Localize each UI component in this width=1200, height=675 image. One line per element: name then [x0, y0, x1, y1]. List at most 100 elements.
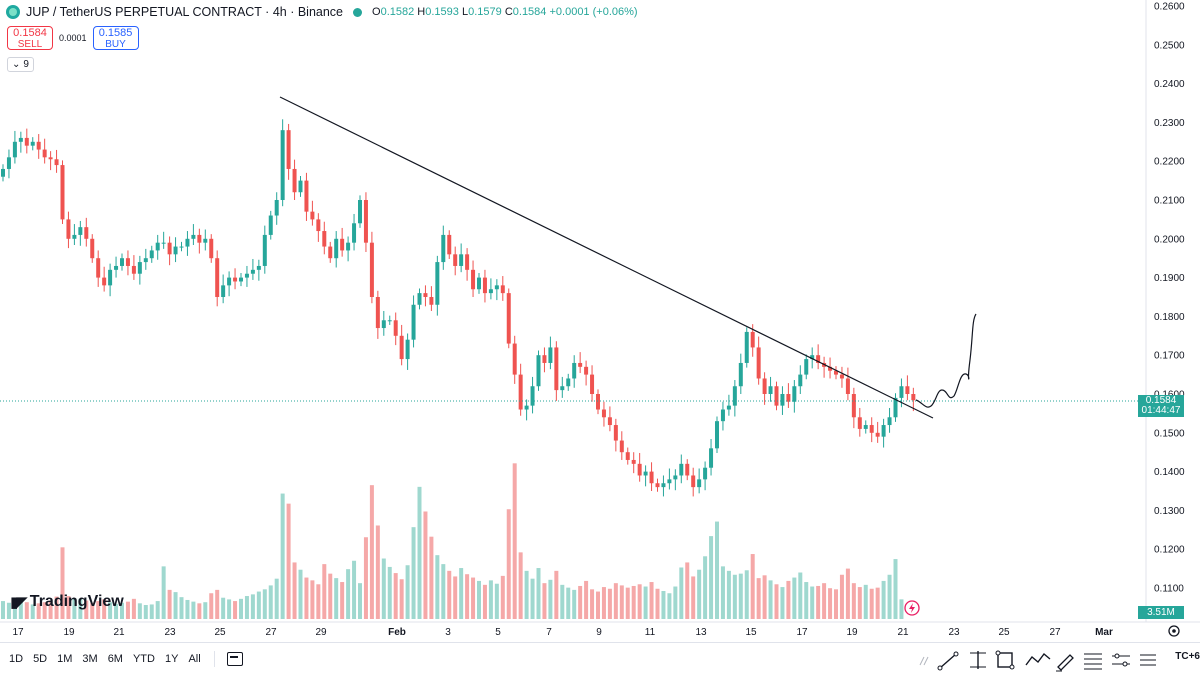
candle-body [364, 200, 368, 243]
path-tool-icon[interactable] [1026, 654, 1050, 665]
volume-bar [221, 598, 225, 619]
candle-body [370, 243, 374, 297]
candle-body [400, 336, 404, 359]
candle [346, 236, 350, 261]
candle-body [864, 425, 868, 429]
symbol-title[interactable]: JUP / TetherUS PERPETUAL CONTRACT · 4h ·… [26, 5, 343, 19]
candle-body [25, 138, 29, 146]
volume-tag: 3.51M [1138, 606, 1184, 619]
volume-bar [459, 568, 463, 619]
candle [834, 366, 838, 379]
tf-1d[interactable]: 1D [6, 650, 26, 668]
tf-all[interactable]: All [185, 650, 203, 668]
tf-3m[interactable]: 3M [79, 650, 100, 668]
volume-bar [513, 463, 517, 619]
price-axis-label: 0.1400 [1154, 467, 1185, 478]
trade-panel: 0.1584 SELL 0.0001 0.1585 BUY [7, 26, 139, 50]
candle-body [638, 464, 642, 476]
candle [370, 232, 374, 303]
tradingview-logo[interactable]: ▮◤ TradingView [10, 593, 124, 611]
candle-body [281, 130, 285, 200]
volume-bar [435, 555, 439, 619]
spread-value: 0.0001 [59, 33, 87, 43]
timezone-label[interactable]: TC+6 [1175, 651, 1200, 662]
candle-body [679, 464, 683, 476]
vertical-line-tool-icon[interactable] [970, 651, 986, 669]
text-tool-icon[interactable] [1140, 655, 1156, 665]
candle [554, 341, 558, 401]
symbol-header: JUP / TetherUS PERPETUAL CONTRACT · 4h ·… [6, 5, 638, 19]
candle [727, 395, 731, 416]
price-axis-label: 0.1700 [1154, 351, 1185, 362]
candle [66, 212, 70, 248]
candle [19, 132, 23, 153]
candle [287, 124, 291, 180]
candle-body [49, 157, 53, 159]
jup-logo-icon [6, 5, 20, 19]
candle-body [19, 138, 23, 142]
volume-bar [180, 597, 184, 619]
volume-bar [299, 570, 303, 619]
candle [162, 232, 166, 249]
buy-button[interactable]: 0.1585 BUY [93, 26, 139, 50]
tf-ytd[interactable]: YTD [130, 650, 158, 668]
volume-bar [572, 590, 576, 619]
volume-bar [477, 581, 481, 619]
candle-body [376, 297, 380, 328]
volume-bar [786, 581, 790, 619]
candle-body [572, 363, 576, 379]
candle [661, 475, 665, 496]
trendline[interactable] [280, 97, 933, 418]
candle [590, 365, 594, 401]
candle [644, 465, 648, 486]
candle [638, 453, 642, 482]
candle-body [346, 243, 350, 251]
measure-tool-icon[interactable] [1112, 654, 1130, 666]
candle [614, 419, 618, 452]
settings-icon[interactable] [1169, 626, 1179, 636]
candle-body [685, 464, 689, 476]
candle-body [257, 266, 261, 270]
candle-body [644, 472, 648, 476]
volume-bar [810, 587, 814, 619]
tf-6m[interactable]: 6M [105, 650, 126, 668]
candle [905, 375, 909, 400]
volume-bar [673, 587, 677, 619]
candle [132, 255, 136, 280]
sell-label: SELL [18, 39, 42, 50]
tf-1y[interactable]: 1Y [162, 650, 181, 668]
trendline-tool-icon[interactable] [938, 652, 958, 670]
indicators-toggle[interactable]: ⌄ 9 [7, 57, 34, 72]
drag-handle-icon[interactable] [920, 657, 928, 665]
candle-body [328, 247, 332, 259]
rectangle-tool-icon[interactable] [996, 651, 1014, 669]
tf-5d[interactable]: 5D [30, 650, 50, 668]
candle-body [620, 441, 624, 453]
goto-date-icon[interactable] [227, 652, 243, 666]
candle [394, 313, 398, 346]
candle-body [501, 285, 505, 293]
sell-button[interactable]: 0.1584 SELL [7, 26, 53, 50]
candle [519, 364, 523, 416]
volume-bar [174, 592, 178, 619]
volume-bar [126, 602, 130, 619]
volume-bar [233, 601, 237, 619]
candle-body [757, 347, 761, 378]
fib-tool-icon[interactable] [1084, 654, 1102, 669]
candle-body [840, 375, 844, 379]
candle-body [352, 223, 356, 242]
volume-bar [596, 592, 600, 619]
price-chart[interactable]: 0.2600 0.2500 0.2400 0.2300 0.2200 0.2100 0.20… [0, 0, 1200, 642]
volume-bar [566, 588, 570, 619]
candle-body [406, 340, 410, 359]
candle-body [269, 216, 273, 235]
candle [299, 176, 303, 197]
tf-1m[interactable]: 1M [54, 650, 75, 668]
lightning-alert-icon[interactable] [905, 601, 919, 615]
volume-bar [667, 593, 671, 619]
time-axis-label: 27 [265, 627, 277, 638]
candle-body [394, 320, 398, 336]
brush-tool-icon[interactable] [1056, 655, 1073, 671]
projection-curve[interactable] [916, 314, 976, 407]
candle [537, 351, 541, 391]
